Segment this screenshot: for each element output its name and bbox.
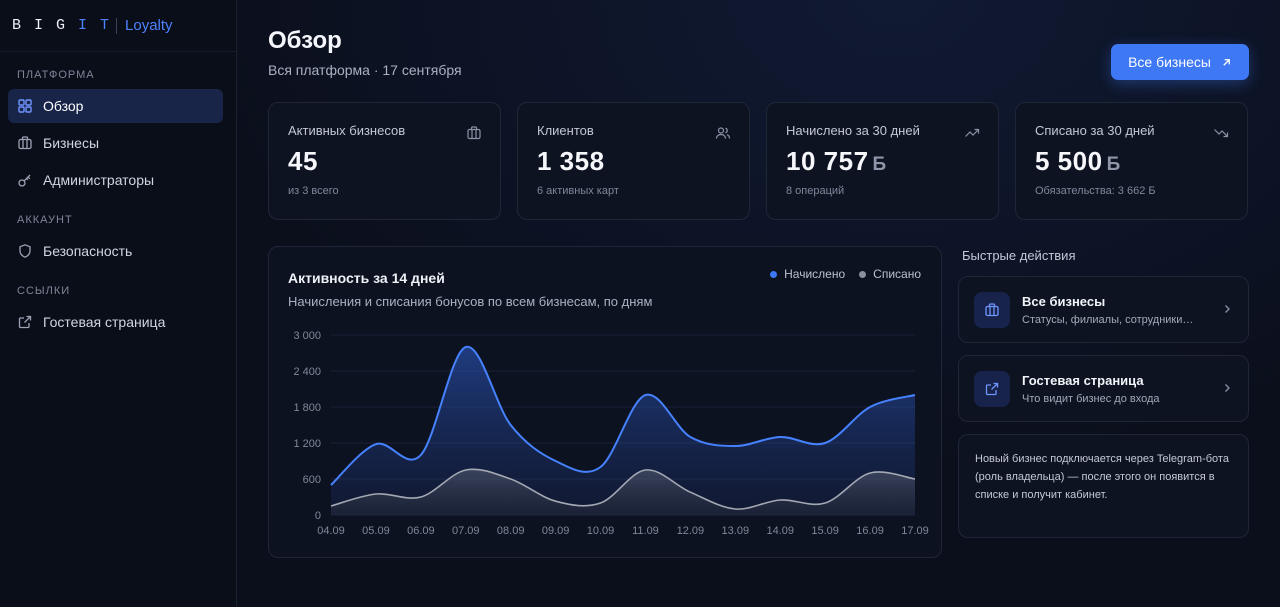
- stat-label: Списано за 30 дней: [1035, 123, 1155, 138]
- y-tick-label: 2 400: [293, 366, 321, 378]
- stat-unit: Б: [1106, 154, 1121, 175]
- sidebar-item-label: Бизнесы: [43, 135, 100, 151]
- y-tick-label: 1 200: [293, 438, 321, 450]
- sidebar-item-label: Администраторы: [43, 172, 155, 188]
- sidebar-item-label: Гостевая страница: [43, 314, 166, 330]
- chevron-right-icon: [1225, 305, 1230, 313]
- quick-action-desc: Что видит бизнес до входа: [1022, 392, 1160, 405]
- x-tick-label: 08.09: [497, 525, 525, 537]
- nav-section-links: ССЫЛКИ: [17, 285, 71, 297]
- x-tick-label: 11.09: [632, 525, 659, 537]
- x-tick-label: 12.09: [677, 525, 705, 537]
- series-line-written-off: [330, 468, 916, 510]
- shield-icon: [17, 243, 33, 259]
- quick-action-desc: Статусы, филиалы, сотрудники…: [1022, 313, 1194, 326]
- quick-actions-title: Быстрые действия: [962, 248, 1076, 263]
- x-tick-label: 13.09: [722, 525, 750, 537]
- briefcase-icon: [974, 291, 1010, 328]
- x-tick-label: 14.09: [766, 525, 794, 537]
- x-tick-label: 16.09: [856, 525, 884, 537]
- series-line-accrued: [330, 345, 916, 486]
- stat-note: из 3 всего: [288, 185, 339, 197]
- stat-note: Обязательства: 3 662 Б: [1035, 185, 1156, 197]
- sidebar-item-overview[interactable]: Обзор: [8, 89, 223, 123]
- quick-action-name: Все бизнесы: [1022, 293, 1106, 309]
- users-icon: [715, 127, 731, 139]
- stat-card-active-businesses[interactable]: Активных бизнесов 45 из 3 всего: [268, 102, 501, 220]
- chevron-right-icon: [1225, 384, 1230, 392]
- logo-product: Loyalty: [125, 17, 173, 34]
- x-tick-label: 17.09: [901, 525, 929, 537]
- stat-card-accrued[interactable]: Начислено за 30 дней 10 757 Б 8 операций: [766, 102, 999, 220]
- x-tick-label: 09.09: [542, 525, 570, 537]
- legend-item-accrued[interactable]: Начислено: [770, 267, 845, 281]
- activity-chart: 0 600 1 200 1 800 2 400 3 000 04.09 05.09 06.09 0…: [293, 330, 929, 537]
- x-tick-label: 06.09: [407, 525, 435, 537]
- briefcase-icon: [467, 126, 481, 140]
- arrow-up-right-icon: [1223, 58, 1230, 66]
- stat-value: 10 757 Б: [786, 146, 887, 176]
- legend-dot: [859, 270, 867, 278]
- sidebar-item-guest-page[interactable]: Гостевая страница: [8, 305, 223, 339]
- legend-item-written-off[interactable]: Списано: [859, 267, 921, 281]
- x-tick-label: 04.09: [317, 525, 345, 537]
- logo-mark: BIGIT: [12, 17, 123, 34]
- y-tick-label: 3 000: [293, 330, 321, 342]
- logo-divider: [116, 17, 118, 34]
- chart-title: Активность за 14 дней: [288, 270, 445, 286]
- external-link-icon: [17, 314, 33, 330]
- briefcase-icon: [17, 135, 33, 151]
- stat-label: Активных бизнесов: [288, 123, 406, 138]
- page-subtitle: Вся платформа · 17 сентября: [268, 62, 462, 78]
- x-tick-label: 10.09: [587, 525, 615, 537]
- x-tick-label: 15.09: [811, 525, 839, 537]
- button-label: Все бизнесы: [1128, 54, 1211, 70]
- x-tick-label: 05.09: [362, 525, 390, 537]
- sidebar-item-security[interactable]: Безопасность: [8, 234, 223, 268]
- stat-note: 8 операций: [786, 185, 845, 197]
- info-note: Новый бизнес подключается через Telegram…: [958, 434, 1249, 538]
- stat-value: 45: [288, 146, 318, 176]
- trend-up-icon: [965, 128, 980, 137]
- activity-chart-card: 0 600 1 200 1 800 2 400 3 000 04.09 05.09 06.09 0…: [268, 246, 942, 558]
- key-icon: [17, 172, 33, 188]
- grid-icon: [17, 98, 33, 114]
- sidebar-item-label: Обзор: [43, 98, 84, 114]
- y-tick-label: 600: [303, 474, 321, 486]
- sidebar-item-label: Безопасность: [43, 243, 133, 259]
- nav-section-platform: ПЛАТФОРМА: [17, 69, 95, 81]
- stat-value: 5 500 Б: [1035, 146, 1121, 176]
- page-title: Обзор: [268, 27, 342, 54]
- stat-label: Начислено за 30 дней: [786, 123, 920, 138]
- chart-legend: Начислено Списано: [770, 267, 921, 281]
- nav-section-account: АККАУНТ: [17, 214, 73, 226]
- quick-action-name: Гостевая страница: [1022, 372, 1144, 388]
- stat-card-clients[interactable]: Клиентов 1 358 6 активных карт: [517, 102, 750, 220]
- quick-action-all-businesses[interactable]: Все бизнесы Статусы, филиалы, сотрудники…: [958, 276, 1249, 343]
- stat-unit: Б: [872, 154, 887, 175]
- stat-note: 6 активных карт: [537, 185, 619, 197]
- series-area-written-off: [331, 469, 915, 515]
- logo[interactable]: BIGIT Loyalty: [0, 0, 236, 52]
- trend-down-icon: [1214, 129, 1229, 138]
- sidebar: BIGIT Loyalty ПЛАТФОРМА Обзор Бизнесы Ад…: [0, 0, 237, 607]
- stats-row: Активных бизнесов 45 из 3 всего Клиентов…: [268, 102, 1248, 220]
- external-link-icon: [974, 370, 1010, 407]
- legend-dot: [770, 270, 778, 278]
- stat-label: Клиентов: [537, 123, 594, 138]
- stat-value: 1 358: [537, 146, 605, 176]
- y-tick-label: 1 800: [293, 402, 321, 414]
- sidebar-item-admins[interactable]: Администраторы: [8, 163, 223, 197]
- quick-action-guest-page[interactable]: Гостевая страница Что видит бизнес до вх…: [958, 355, 1249, 422]
- chart-subtitle: Начисления и списания бонусов по всем би…: [288, 294, 653, 309]
- main-content: Обзор Вся платформа · 17 сентября Все би…: [237, 0, 1280, 607]
- x-tick-label: 07.09: [452, 525, 480, 537]
- y-tick-label: 0: [315, 510, 321, 522]
- sidebar-item-businesses[interactable]: Бизнесы: [8, 126, 223, 160]
- all-businesses-button[interactable]: Все бизнесы: [1111, 44, 1249, 80]
- stat-card-written-off[interactable]: Списано за 30 дней 5 500 Б Обязательства:…: [1015, 102, 1248, 220]
